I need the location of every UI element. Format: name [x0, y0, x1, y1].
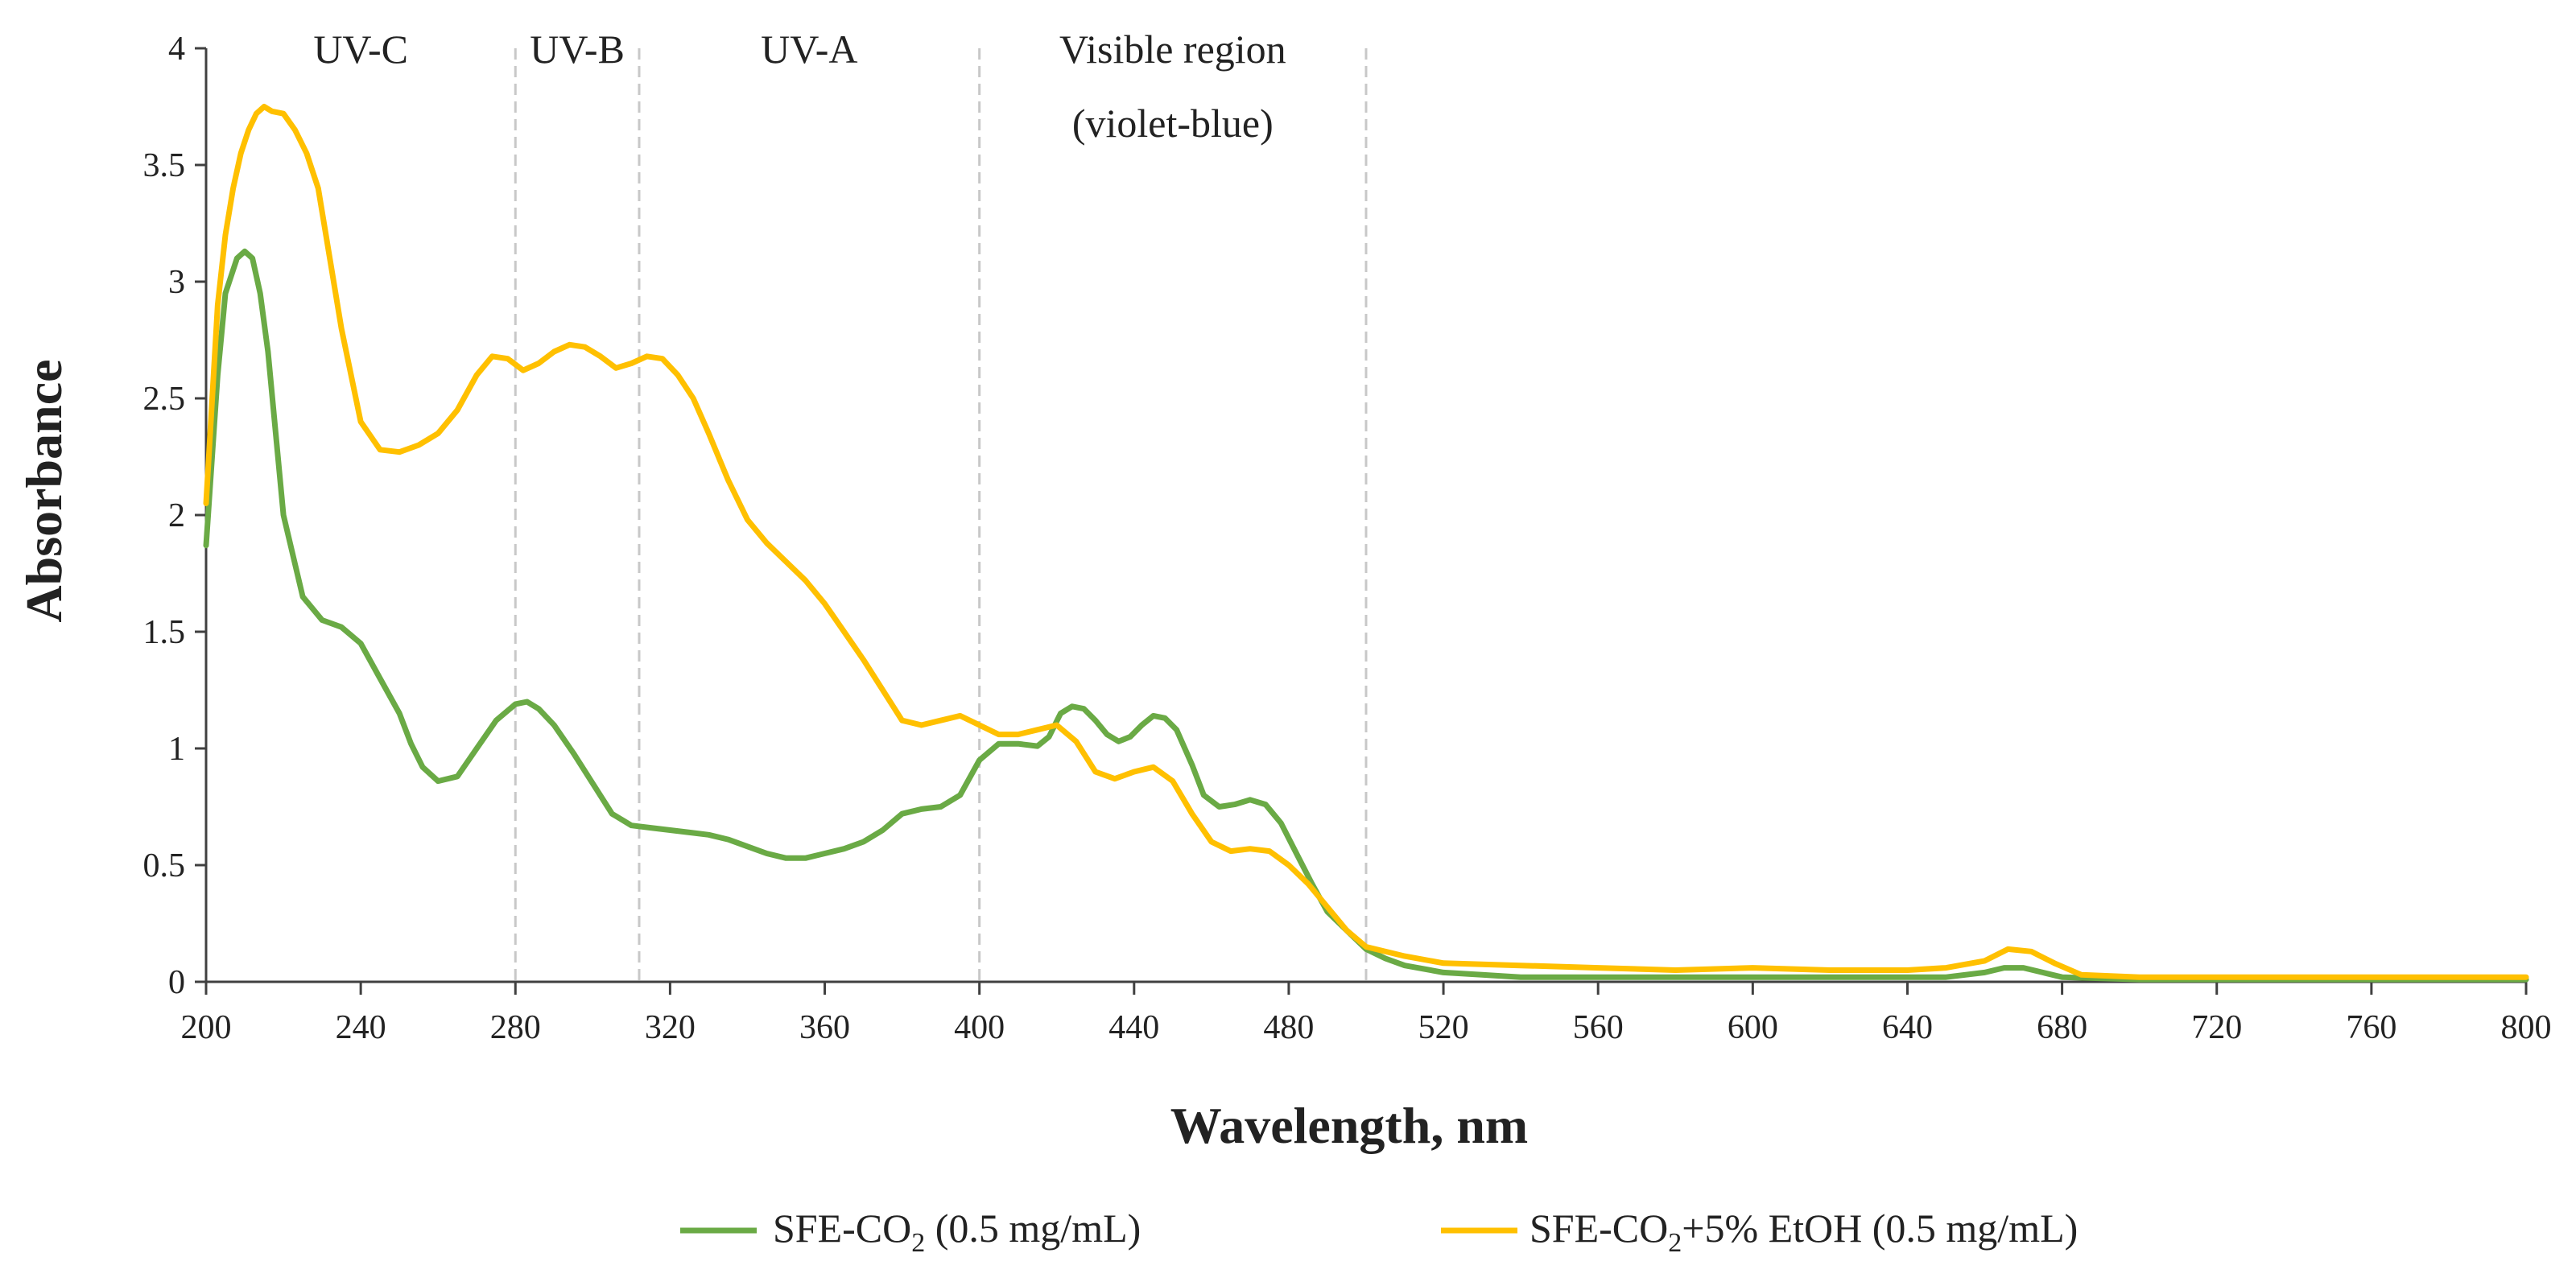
x-tick-label: 680	[2037, 1009, 2087, 1046]
y-tick-label: 1	[168, 731, 185, 768]
region-label-5: (violet-blue)	[1072, 101, 1274, 146]
legend-label-1: SFE-CO2 (0.5 mg/mL)	[773, 1206, 1141, 1258]
labels-layer: UV-C UV-B UV-A Visible region (violet-blue)	[313, 27, 1286, 146]
region-divider-layer	[514, 48, 1368, 982]
y-tick-label: 1.5	[143, 614, 186, 651]
x-tick-label: 640	[1882, 1009, 1933, 1046]
x-tick-label: 720	[2191, 1009, 2242, 1046]
legend: SFE-CO2 (0.5 mg/mL) SFE-CO2+5% EtOH (0.5 …	[680, 1206, 2078, 1258]
y-tick-label: 3	[168, 264, 185, 301]
x-tick-label: 560	[1573, 1009, 1624, 1046]
series-line-1	[203, 248, 2529, 983]
region-label-1: UV-C	[313, 27, 408, 72]
x-tick-label: 200	[181, 1009, 232, 1046]
axes: 0 0.5 1 1.5 2 2.5 3 3.5 4 200 240 280 320 360 400 440 48…	[143, 31, 2552, 1046]
y-tick-label: 2	[168, 497, 185, 534]
x-tick-label: 800	[2501, 1009, 2552, 1046]
y-tick-label: 4	[168, 31, 185, 68]
x-tick-label: 480	[1263, 1009, 1314, 1046]
x-tick-label: 760	[2346, 1009, 2396, 1046]
y-tick-label: 2.5	[143, 381, 186, 418]
x-tick-label: 280	[490, 1009, 541, 1046]
legend-label-2: SFE-CO2+5% EtOH (0.5 mg/mL)	[1530, 1206, 2078, 1258]
x-tick-label: 440	[1108, 1009, 1159, 1046]
y-tick-label: 0	[168, 964, 185, 1001]
x-tick-label: 520	[1418, 1009, 1469, 1046]
series-line-2	[203, 104, 2529, 980]
y-tick-label: 0.5	[143, 847, 186, 884]
region-label-3: UV-A	[761, 27, 857, 72]
x-tick-label: 600	[1728, 1009, 1778, 1046]
series-layer	[203, 104, 2529, 983]
x-axis-title: Wavelength, nm	[1170, 1097, 1528, 1154]
x-tick-label: 240	[336, 1009, 386, 1046]
y-tick-label: 3.5	[143, 147, 186, 184]
x-tick-label: 400	[954, 1009, 1005, 1046]
region-label-2: UV-B	[530, 27, 625, 72]
y-axis-title: Absorbance	[15, 359, 72, 622]
region-label-4: Visible region	[1059, 27, 1286, 72]
x-tick-label: 320	[645, 1009, 696, 1046]
x-tick-label: 360	[799, 1009, 850, 1046]
